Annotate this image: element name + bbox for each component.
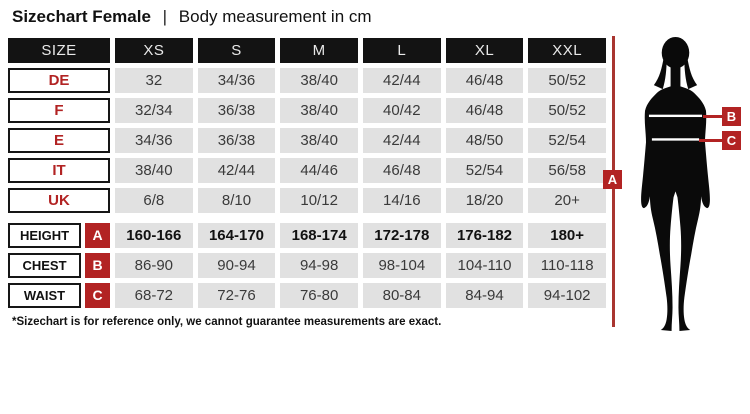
table-cell: 110-118 bbox=[528, 253, 606, 278]
marker-a-badge: A bbox=[603, 170, 622, 189]
table-cell: 18/20 bbox=[445, 188, 524, 213]
table-cell: 20+ bbox=[528, 188, 606, 213]
table-cell: 86-90 bbox=[115, 253, 193, 278]
table-cell: 90-94 bbox=[197, 253, 276, 278]
waist-guide-line bbox=[651, 138, 700, 141]
table-cell: 164-170 bbox=[197, 223, 276, 248]
table-cell: 168-174 bbox=[280, 223, 358, 248]
marker-a-legend: A bbox=[85, 223, 110, 248]
table-cell: 68-72 bbox=[115, 283, 193, 308]
chest-marker-connector bbox=[703, 115, 723, 118]
table-cell: 94-98 bbox=[280, 253, 358, 278]
table-cell: 46/48 bbox=[362, 158, 441, 183]
size-table: SIZE XS S M L XL XXL DE 32 34/36 38/40 4… bbox=[8, 38, 606, 213]
table-cell: 76-80 bbox=[280, 283, 358, 308]
table-cell: 6/8 bbox=[115, 188, 193, 213]
column-header-xxl: XXL bbox=[528, 38, 606, 63]
table-cell: 180+ bbox=[528, 223, 606, 248]
marker-c-badge: C bbox=[722, 131, 741, 150]
table-cell: 40/42 bbox=[362, 98, 441, 123]
table-cell: 32/34 bbox=[115, 98, 193, 123]
table-cell: 46/48 bbox=[445, 98, 524, 123]
female-silhouette bbox=[641, 36, 710, 331]
column-header-xs: XS bbox=[115, 38, 193, 63]
table-cell: 42/44 bbox=[362, 68, 441, 93]
row-label-height: HEIGHT A bbox=[8, 223, 110, 248]
table-cell: 36/38 bbox=[197, 98, 276, 123]
row-label-de: DE bbox=[8, 68, 110, 93]
table-cell: 46/48 bbox=[445, 68, 524, 93]
table-cell: 42/44 bbox=[197, 158, 276, 183]
table-cell: 176-182 bbox=[445, 223, 524, 248]
table-cell: 52/54 bbox=[445, 158, 524, 183]
table-cell: 48/50 bbox=[445, 128, 524, 153]
chest-guide-line bbox=[648, 114, 703, 118]
row-label-chest: CHEST B bbox=[8, 253, 110, 278]
marker-b-legend: B bbox=[85, 253, 110, 278]
column-header-m: M bbox=[280, 38, 358, 63]
table-cell: 38/40 bbox=[280, 128, 358, 153]
table-cell: 52/54 bbox=[528, 128, 606, 153]
row-label-e: E bbox=[8, 128, 110, 153]
table-cell: 72-76 bbox=[197, 283, 276, 308]
row-label-waist: WAIST C bbox=[8, 283, 110, 308]
table-cell: 50/52 bbox=[528, 68, 606, 93]
table-cell: 172-178 bbox=[362, 223, 441, 248]
table-cell: 50/52 bbox=[528, 98, 606, 123]
table-cell: 94-102 bbox=[528, 283, 606, 308]
title-subtitle: Body measurement in cm bbox=[178, 7, 372, 26]
disclaimer-text: *Sizechart is for reference only, we can… bbox=[12, 316, 442, 328]
table-cell: 32 bbox=[115, 68, 193, 93]
waist-marker-connector bbox=[699, 139, 723, 142]
table-cell: 38/40 bbox=[280, 98, 358, 123]
row-label-uk: UK bbox=[8, 188, 110, 213]
column-header-l: L bbox=[362, 38, 441, 63]
row-label-f: F bbox=[8, 98, 110, 123]
table-cell: 44/46 bbox=[280, 158, 358, 183]
table-cell: 160-166 bbox=[115, 223, 193, 248]
table-cell: 84-94 bbox=[445, 283, 524, 308]
table-cell: 34/36 bbox=[115, 128, 193, 153]
row-label-it: IT bbox=[8, 158, 110, 183]
table-cell: 104-110 bbox=[445, 253, 524, 278]
column-header-size: SIZE bbox=[8, 38, 110, 63]
table-cell: 98-104 bbox=[362, 253, 441, 278]
table-cell: 38/40 bbox=[115, 158, 193, 183]
page-title: Sizechart Female | Body measurement in c… bbox=[12, 7, 372, 27]
column-header-xl: XL bbox=[445, 38, 524, 63]
table-cell: 80-84 bbox=[362, 283, 441, 308]
marker-b-badge: B bbox=[722, 107, 741, 126]
table-cell: 14/16 bbox=[362, 188, 441, 213]
title-main: Sizechart Female bbox=[12, 7, 151, 26]
chest-label: CHEST bbox=[8, 253, 81, 278]
waist-label: WAIST bbox=[8, 283, 81, 308]
height-label: HEIGHT bbox=[8, 223, 81, 248]
table-cell: 10/12 bbox=[280, 188, 358, 213]
table-cell: 38/40 bbox=[280, 68, 358, 93]
column-header-s: S bbox=[197, 38, 276, 63]
table-cell: 8/10 bbox=[197, 188, 276, 213]
marker-c-legend: C bbox=[85, 283, 110, 308]
table-cell: 36/38 bbox=[197, 128, 276, 153]
table-cell: 42/44 bbox=[362, 128, 441, 153]
measurement-table: HEIGHT A 160-166 164-170 168-174 172-178… bbox=[8, 223, 606, 308]
table-cell: 56/58 bbox=[528, 158, 606, 183]
table-cell: 34/36 bbox=[197, 68, 276, 93]
title-separator: | bbox=[162, 7, 168, 26]
